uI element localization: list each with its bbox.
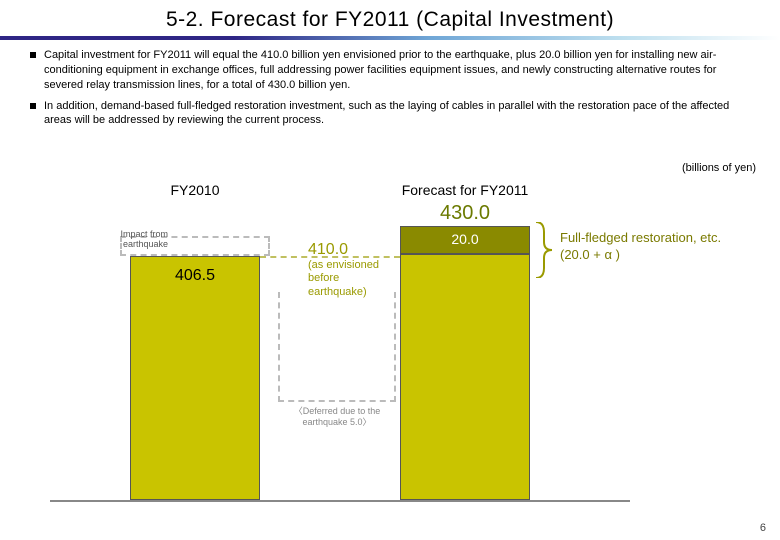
chart-baseline xyxy=(50,500,630,502)
slide-title: 5-2. Forecast for FY2011 (Capital Invest… xyxy=(0,0,780,32)
brace-icon xyxy=(534,222,554,278)
fy2011-top-bar: 20.0 xyxy=(400,226,530,254)
fy2010-value: 406.5 xyxy=(131,267,259,285)
deferred-text: 〈Deferred due to the earthquake 5.0〉 xyxy=(294,406,381,427)
bullet-item: Capital investment for FY2011 will equal… xyxy=(30,48,754,93)
fy2011-base-bar xyxy=(400,254,530,500)
deferred-box xyxy=(278,292,396,402)
unit-label: (billions of yen) xyxy=(682,162,756,174)
fy2010-bar: 406.5 xyxy=(130,256,260,500)
envisioned-label: 410.0 (as envisioned before earthquake) xyxy=(308,240,408,299)
bullet-list: Capital investment for FY2011 will equal… xyxy=(0,40,780,128)
chart-area: FY2010 Impact from earthquake 406.5 410.… xyxy=(50,182,730,512)
fy2010-label: FY2010 xyxy=(130,182,260,198)
bullet-icon xyxy=(30,103,36,109)
bullet-item: In addition, demand-based full-fledged r… xyxy=(30,99,754,129)
impact-caption-text: Impact from earthquake xyxy=(120,229,168,249)
envisioned-value: 410.0 xyxy=(308,241,348,258)
bullet-text: In addition, demand-based full-fledged r… xyxy=(44,99,754,129)
fy2011-label: Forecast for FY2011 xyxy=(380,182,550,198)
fy2011-total: 430.0 xyxy=(400,202,530,225)
brace-label: Full-fledged restoration, etc. (20.0 + α… xyxy=(560,230,740,264)
fy2011-top-value: 20.0 xyxy=(401,231,529,247)
slide: 5-2. Forecast for FY2011 (Capital Invest… xyxy=(0,0,780,540)
bullet-icon xyxy=(30,52,36,58)
deferred-label: 〈Deferred due to the earthquake 5.0〉 xyxy=(278,406,396,428)
page-number: 6 xyxy=(760,522,766,534)
bullet-text: Capital investment for FY2011 will equal… xyxy=(44,48,754,93)
fy2010-impact-caption: Impact from earthquake xyxy=(50,230,168,250)
